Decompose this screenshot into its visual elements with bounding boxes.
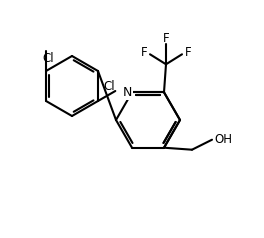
Text: OH: OH — [214, 133, 232, 146]
Text: Cl: Cl — [42, 53, 54, 65]
Text: N: N — [122, 86, 132, 99]
Text: F: F — [141, 46, 147, 59]
Text: Cl: Cl — [103, 79, 115, 93]
Text: F: F — [163, 32, 169, 45]
Text: F: F — [185, 46, 191, 59]
